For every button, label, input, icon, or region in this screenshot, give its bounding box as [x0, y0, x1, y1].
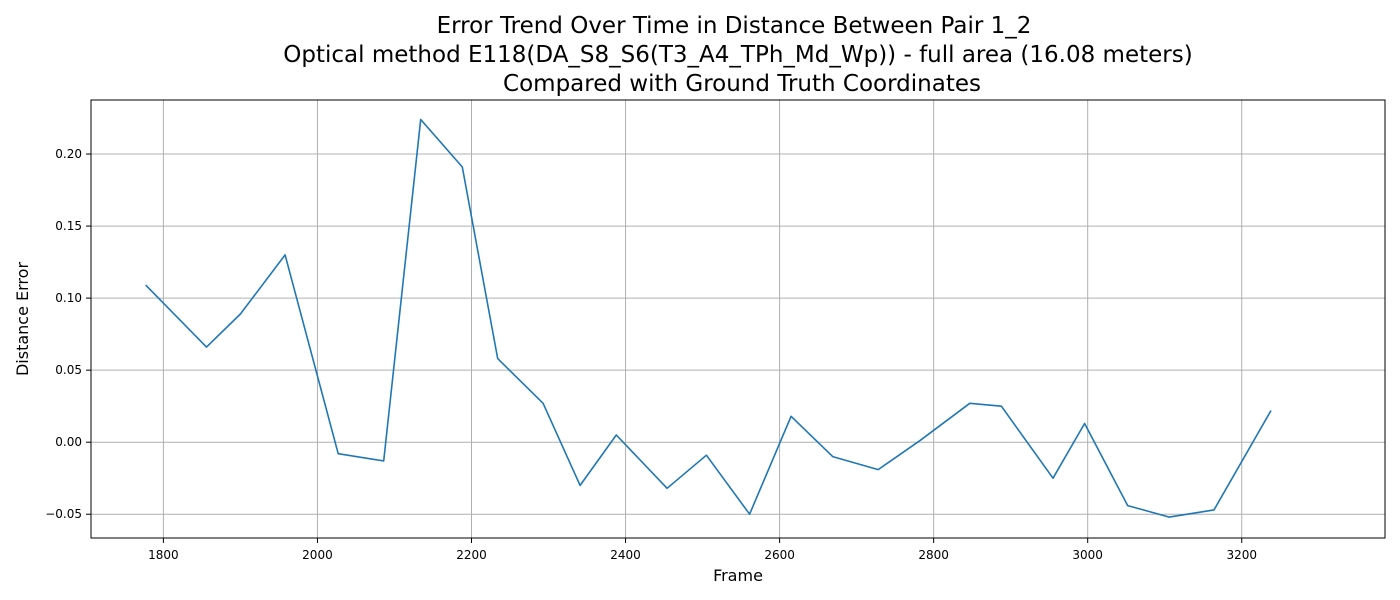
x-tick-label: 3000	[1072, 548, 1103, 562]
y-tick-label: 0.15	[55, 219, 82, 233]
axis-ticks: 1800 2000 2200 2400 2600 2800 3000 3200 −0.05 0.0…	[45, 147, 1257, 562]
y-axis-label: Distance Error	[13, 262, 32, 376]
y-tick-label: 0.05	[55, 363, 82, 377]
series-layer	[145, 118, 1272, 518]
chart-title-line-1: Error Trend Over Time in Distance Betwee…	[437, 13, 1032, 39]
x-tick-label: 1800	[148, 548, 179, 562]
x-tick-label: 2400	[610, 548, 641, 562]
x-tick-label: 3200	[1226, 548, 1257, 562]
plot-frame	[90, 99, 1386, 539]
x-tick-label: 2200	[456, 548, 487, 562]
x-axis-label: Frame	[713, 566, 763, 585]
x-tick-label: 2000	[302, 548, 333, 562]
series-line	[145, 118, 1272, 518]
y-tick-label: 0.20	[55, 147, 82, 161]
y-tick-label: −0.05	[45, 507, 82, 521]
chart-title-line-3: Compared with Ground Truth Coordinates	[503, 71, 981, 97]
y-tick-label: 0.10	[55, 291, 82, 305]
grid	[91, 100, 1385, 538]
chart-title-line-2: Optical method E118(DA_S8_S6(T3_A4_TPh_M…	[283, 42, 1192, 68]
x-tick-label: 2800	[918, 548, 949, 562]
y-tick-label: 0.00	[55, 435, 82, 449]
x-tick-label: 2600	[764, 548, 795, 562]
